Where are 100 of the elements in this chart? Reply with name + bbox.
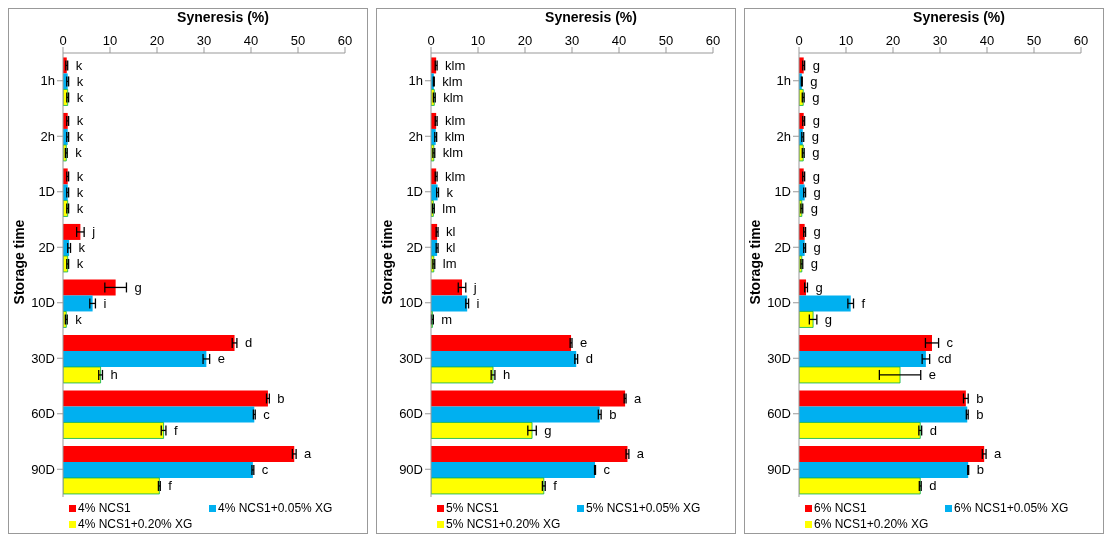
x-tick-label: 20 (885, 33, 901, 48)
x-tick-label: 30 (932, 33, 948, 48)
legend-label: 5% NCS1+0.05% XG (586, 501, 701, 515)
legend-label: 4% NCS1 (78, 501, 131, 515)
data-label: kl (446, 240, 456, 256)
data-label: b (976, 462, 984, 478)
data-label: c (946, 335, 954, 351)
legend-label: 4% NCS1+0.20% XG (78, 517, 193, 531)
y-tick-label: 2D (774, 239, 791, 255)
data-label: k (76, 89, 84, 105)
data-label: k (78, 240, 86, 256)
data-label: k (76, 200, 84, 216)
x-tick-label: 0 (795, 33, 803, 48)
data-label: j (91, 224, 96, 240)
x-tick-label: 50 (658, 33, 674, 48)
data-label: klm (445, 113, 466, 129)
data-label: g (815, 279, 823, 295)
x-tick-label: 40 (979, 33, 995, 48)
data-label: kl (446, 224, 456, 240)
data-label: k (76, 113, 84, 129)
data-label: g (811, 129, 819, 145)
y-tick-label: 60D (767, 406, 791, 422)
data-label: d (244, 335, 253, 351)
y-tick-label: 60D (31, 406, 55, 422)
x-tick-label: 20 (149, 33, 165, 48)
data-label: g (813, 240, 821, 256)
legend-label: 6% NCS1+0.05% XG (954, 501, 1069, 515)
data-label: k (76, 73, 84, 89)
data-label: g (812, 145, 820, 161)
x-tick-label: 50 (290, 33, 306, 48)
y-axis-title: Storage time (747, 219, 763, 305)
data-label: f (553, 478, 558, 494)
y-tick-label: 90D (31, 461, 55, 477)
y-tick-label: 1h (776, 73, 791, 89)
data-label: klm (442, 145, 463, 161)
data-label: k (75, 145, 83, 161)
data-label: k (76, 184, 84, 200)
data-label: f (168, 478, 173, 494)
data-label: klm (445, 57, 466, 73)
y-tick-label: 30D (399, 350, 423, 366)
data-label: cd (937, 351, 952, 367)
data-label: g (813, 184, 821, 200)
data-label: k (446, 184, 454, 200)
y-tick-label: 60D (399, 406, 423, 422)
data-label: d (585, 351, 593, 367)
data-label: c (603, 462, 611, 478)
data-label: h (502, 367, 511, 383)
x-tick-label: 20 (517, 33, 533, 48)
data-label: g (813, 224, 821, 240)
data-label: i (103, 295, 107, 311)
data-label: klm (445, 168, 466, 184)
data-label: f (861, 295, 866, 311)
x-tick-label: 60 (705, 33, 721, 48)
x-tick-label: 10 (838, 33, 854, 48)
data-label: d (929, 422, 937, 438)
data-label: g (812, 89, 820, 105)
data-label: b (277, 390, 285, 406)
y-tick-label: 2D (406, 239, 423, 255)
y-tick-label: 2D (38, 239, 55, 255)
y-tick-label: 90D (767, 461, 791, 477)
x-axis-title: Syneresis (%) (544, 9, 638, 27)
data-label: e (928, 367, 936, 383)
y-tick-label: 1h (408, 73, 423, 89)
legend-label: 6% NCS1 (814, 501, 867, 515)
y-tick-label: 1h (40, 73, 55, 89)
x-tick-label: 30 (196, 33, 212, 48)
data-label: k (76, 256, 84, 272)
data-label: m (441, 311, 453, 327)
data-label: c (263, 406, 271, 422)
data-label: b (976, 406, 984, 422)
y-tick-label: 1D (406, 184, 423, 200)
y-tick-label: 2h (40, 128, 55, 144)
data-label: j (472, 279, 477, 295)
x-tick-label: 10 (102, 33, 118, 48)
data-label: g (812, 113, 820, 129)
data-label: a (634, 390, 643, 406)
x-tick-label: 40 (243, 33, 259, 48)
y-tick-label: 10D (767, 295, 791, 311)
y-axis-title: Storage time (379, 219, 395, 305)
data-label: g (812, 57, 820, 73)
x-tick-label: 0 (427, 33, 435, 48)
y-tick-label: 1D (774, 184, 791, 200)
y-tick-label: 90D (399, 461, 423, 477)
y-tick-label: 10D (31, 295, 55, 311)
data-label: k (76, 129, 84, 145)
data-label: c (261, 462, 269, 478)
x-tick-label: 10 (470, 33, 486, 48)
data-label: b (976, 390, 984, 406)
data-label: a (636, 446, 645, 462)
data-label: b (609, 406, 617, 422)
data-label: k (76, 168, 84, 184)
y-tick-label: 2h (408, 128, 423, 144)
x-tick-label: 30 (564, 33, 580, 48)
data-label: k (75, 57, 83, 73)
x-tick-label: 60 (1073, 33, 1089, 48)
y-tick-label: 10D (399, 295, 423, 311)
data-label: a (304, 446, 313, 462)
data-label: k (75, 311, 83, 327)
data-label: g (544, 422, 552, 438)
data-label: g (134, 279, 142, 295)
